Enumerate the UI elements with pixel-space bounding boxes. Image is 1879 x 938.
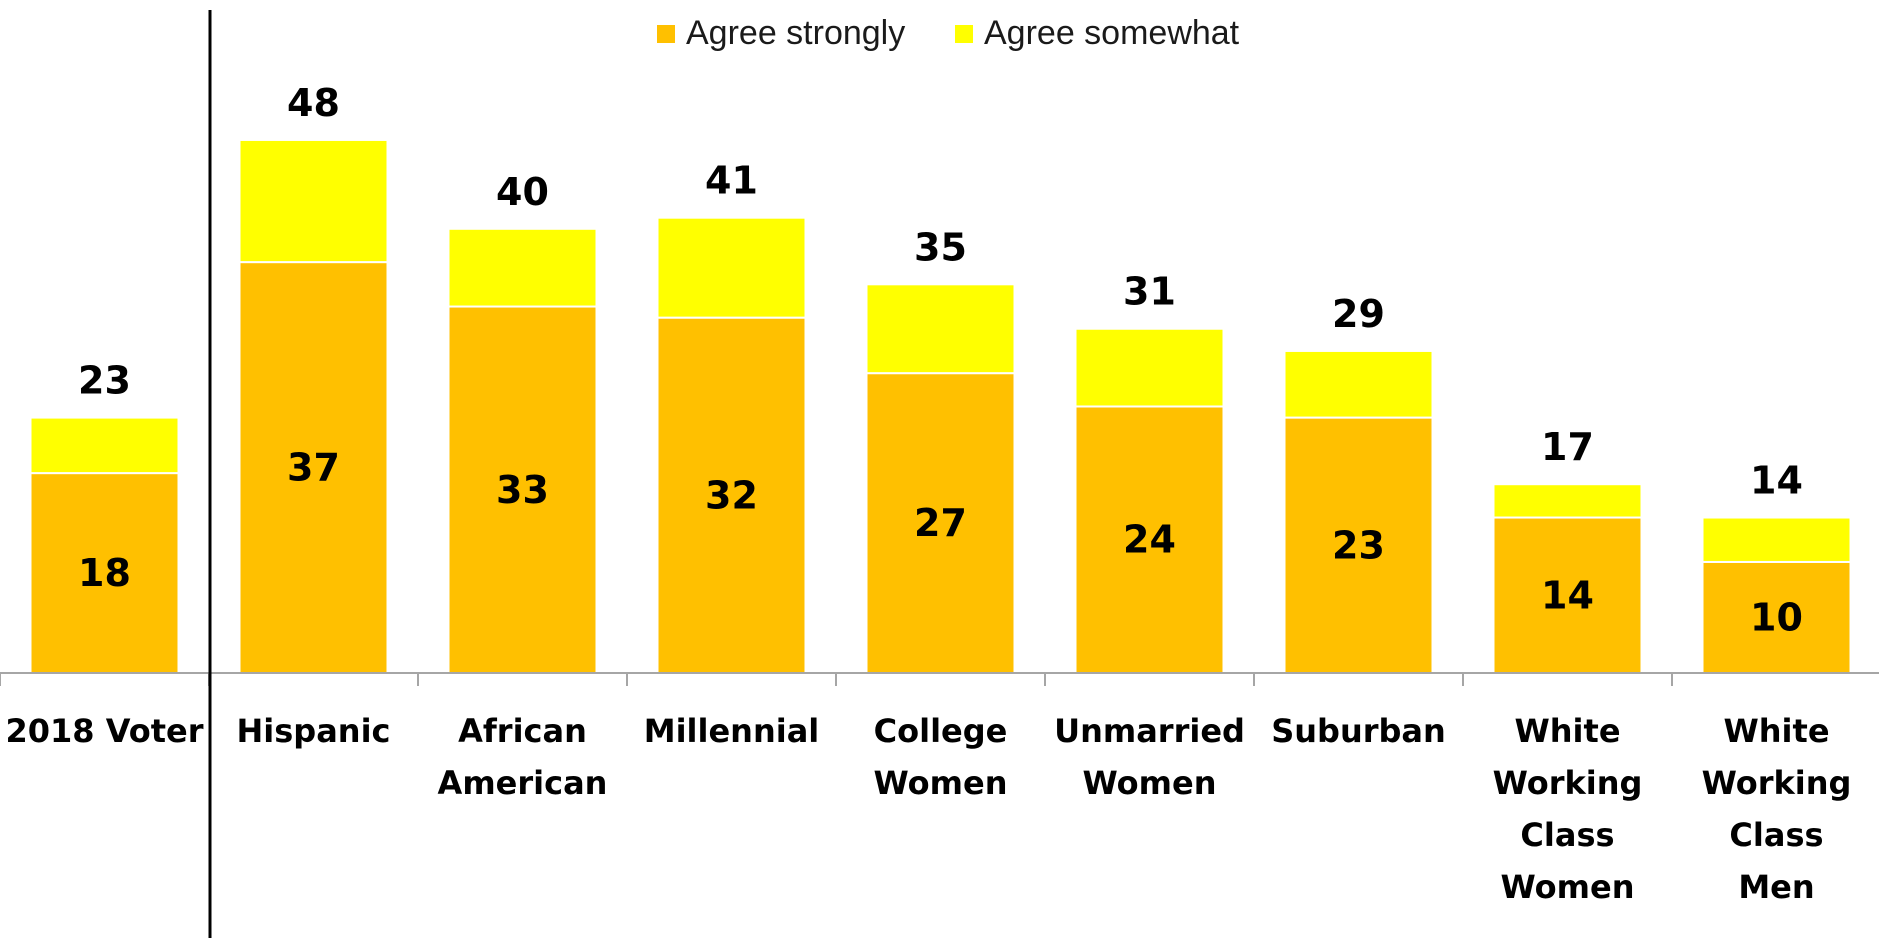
bar-segment-agree-somewhat	[449, 229, 597, 307]
bar-segment-agree-somewhat	[1285, 351, 1433, 418]
bar-segment-agree-somewhat	[1494, 484, 1642, 517]
legend-item-agree-strongly: Agree strongly	[657, 14, 905, 52]
bar-group: 10 14	[1703, 459, 1851, 673]
category-label: White Working Class Women	[1493, 712, 1643, 906]
legend-label: Agree strongly	[686, 14, 905, 52]
bar-group: 33 40	[449, 170, 597, 673]
data-label-agree-strongly: 32	[705, 473, 758, 517]
category-label: Millennial	[644, 712, 820, 750]
data-label-agree-strongly: 37	[287, 446, 340, 490]
data-label-agree-strongly: 14	[1541, 573, 1594, 617]
data-label-total: 17	[1541, 425, 1594, 469]
data-label-total: 48	[287, 81, 340, 125]
data-label-total: 31	[1123, 270, 1176, 314]
data-label-agree-strongly: 18	[78, 551, 131, 595]
bar-segment-agree-somewhat	[1703, 518, 1851, 562]
category-label: White Working Class Men	[1702, 712, 1852, 906]
data-label-agree-strongly: 24	[1123, 518, 1176, 562]
data-label-total: 40	[496, 170, 549, 214]
bar-group: 24 31	[1076, 270, 1224, 673]
data-label-total: 14	[1750, 459, 1803, 503]
bar-segment-agree-somewhat	[31, 418, 179, 474]
category-label: Unmarried Women	[1054, 712, 1245, 802]
category-label: Suburban	[1271, 712, 1446, 750]
legend-label: Agree somewhat	[984, 14, 1240, 52]
legend-swatch	[955, 25, 973, 43]
category-label: College Women	[874, 712, 1008, 802]
bar-group: 14 17	[1494, 425, 1642, 673]
data-label-total: 23	[78, 359, 131, 403]
data-label-agree-strongly: 33	[496, 468, 549, 512]
bar-segment-agree-somewhat	[867, 284, 1015, 373]
category-label: Hispanic	[236, 712, 390, 750]
data-label-agree-strongly: 23	[1332, 523, 1385, 567]
data-label-agree-strongly: 27	[914, 501, 967, 545]
data-label-total: 41	[705, 159, 758, 203]
data-label-total: 29	[1332, 292, 1385, 336]
legend: Agree strongly Agree somewhat	[657, 14, 1240, 52]
legend-swatch	[657, 25, 675, 43]
bar-group: 37 48	[240, 81, 388, 673]
bar-segment-agree-somewhat	[1076, 329, 1224, 407]
legend-item-agree-somewhat: Agree somewhat	[955, 14, 1240, 52]
bar-group: 23 29	[1285, 292, 1433, 673]
data-label-total: 35	[914, 225, 967, 269]
category-label: African American	[438, 712, 608, 802]
data-label-agree-strongly: 10	[1750, 595, 1803, 639]
bar-group: 27 35	[867, 225, 1015, 673]
bar-segment-agree-somewhat	[240, 140, 388, 262]
category-label: 2018 Voter	[6, 712, 204, 750]
bar-group: 32 41	[658, 159, 806, 673]
bar-segment-agree-somewhat	[658, 218, 806, 318]
